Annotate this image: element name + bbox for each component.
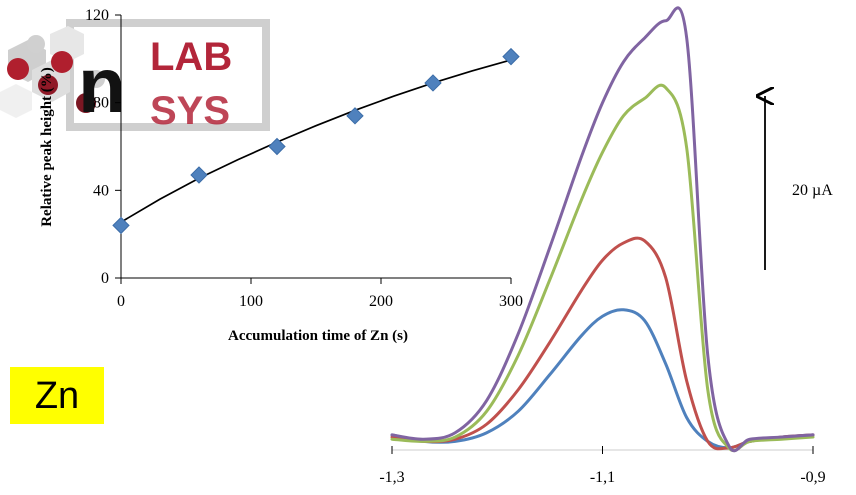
scale-bar-label: 20 µA [792, 182, 833, 199]
scatter-chart: 0 40 80 120 0 100 200 300 Accumulation time of … [39, 7, 523, 344]
scatter-point [424, 74, 442, 92]
logo-molecule-2 [38, 75, 58, 95]
logo-molecule-5 [27, 35, 45, 53]
scatter-y-tick-label: 80 [93, 95, 109, 112]
scatter-x-tick-label: 300 [499, 293, 523, 310]
voltammogram-series-2 [390, 236, 815, 451]
voltammogram-x-ticks: -1,3 -1,1 -0,9 [379, 446, 826, 486]
scatter-point [112, 216, 130, 235]
logo-top-text: LAB [150, 35, 232, 79]
voltammogram-series-4 [390, 6, 815, 453]
voltammogram-chart: -1,3 -1,1 -0,9 [379, 6, 826, 486]
scatter-x-axis-title: Accumulation time of Zn (s) [228, 328, 408, 344]
scatter-x-tick-label: 0 [117, 293, 125, 310]
logo-molecule-1 [7, 58, 29, 80]
voltammogram-series-3 [390, 83, 815, 453]
scatter-points [112, 47, 520, 235]
scatter-y-tick-label: 0 [101, 270, 109, 287]
scatter-ticks: 0 40 80 120 0 100 200 300 [85, 7, 523, 310]
voltammogram-x-tick-label: -1,3 [379, 469, 404, 486]
scatter-x-tick-label: 200 [369, 293, 393, 310]
voltammogram-x-tick-label: -1,1 [590, 469, 615, 486]
logo-molecule-6 [87, 70, 105, 88]
scatter-trendline [120, 59, 512, 223]
logo-bottom-text: SYS [150, 89, 230, 133]
scatter-point [268, 137, 286, 156]
scale-bar: 20 µA [765, 96, 833, 270]
nlabsys-logo: n LAB SYS [0, 19, 270, 133]
logo-molecule-3 [51, 51, 73, 73]
logo-hexagon-4 [0, 84, 32, 118]
scatter-y-axis-title: Relative peak height (%) [39, 67, 55, 227]
scatter-y-tick-label: 40 [93, 182, 109, 199]
scatter-point [346, 107, 364, 125]
voltammogram-series-1 [390, 308, 815, 450]
scatter-x-tick-label: 100 [239, 293, 263, 310]
logo-mark: n [78, 41, 126, 129]
voltammogram-x-tick-label: -0,9 [800, 469, 825, 486]
element-label: Zn [10, 367, 104, 424]
scatter-point [502, 47, 520, 66]
scatter-y-tick-label: 120 [85, 7, 109, 24]
logo-molecule-4 [76, 93, 96, 113]
scatter-point [190, 166, 208, 184]
voltammogram-lines [390, 6, 815, 453]
